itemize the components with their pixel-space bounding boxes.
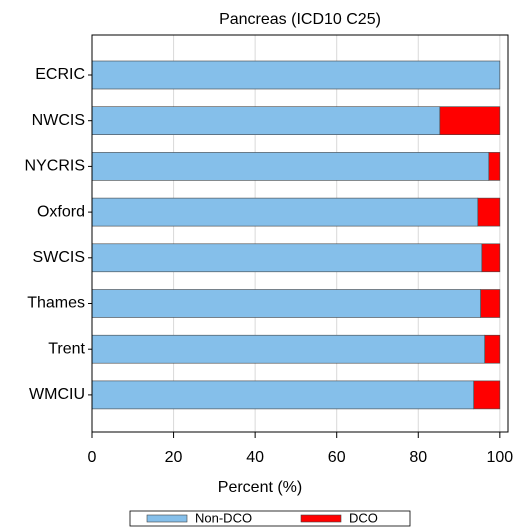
bar-segment: [91, 243, 483, 273]
x-tick-label: 80: [409, 449, 427, 466]
bar-segment: [439, 106, 501, 135]
chart-title: Pancreas (ICD10 C25): [219, 11, 381, 28]
legend-swatch: [146, 514, 188, 523]
legend-label: Non-DCO: [195, 510, 252, 525]
bar-segment: [91, 60, 501, 90]
x-tick-label: 0: [88, 449, 97, 466]
plot-frame: [91, 34, 509, 433]
bar-segment: [91, 197, 479, 227]
bar-segment: [91, 152, 490, 181]
bar-segment: [477, 197, 501, 227]
y-tick-label: Oxford: [37, 203, 85, 220]
legend-label: DCO: [349, 510, 378, 525]
y-tick-label: SWCIS: [33, 249, 85, 266]
bar-segment: [484, 334, 501, 364]
x-tick-label: 20: [165, 449, 183, 466]
y-tick-label: NYCRIS: [25, 158, 85, 175]
bar-segment: [91, 289, 481, 318]
y-tick-label: ECRIC: [35, 66, 85, 83]
legend-swatch: [300, 514, 342, 523]
y-tick-label: Trent: [48, 340, 85, 357]
bar-segment: [91, 334, 486, 364]
bar-segment: [91, 380, 475, 410]
y-tick-label: NWCIS: [32, 112, 85, 129]
bar-segment: [473, 380, 501, 410]
x-axis-label: Percent (%): [218, 479, 302, 496]
bar-segment: [488, 152, 501, 181]
y-tick-label: WMCIU: [29, 386, 85, 403]
bar-segment: [91, 106, 441, 135]
x-tick-label: 60: [328, 449, 346, 466]
bar-segment: [480, 289, 501, 318]
y-tick-label: Thames: [27, 295, 85, 312]
x-tick-label: 40: [246, 449, 264, 466]
x-tick-label: 100: [486, 449, 513, 466]
bar-segment: [481, 243, 501, 273]
